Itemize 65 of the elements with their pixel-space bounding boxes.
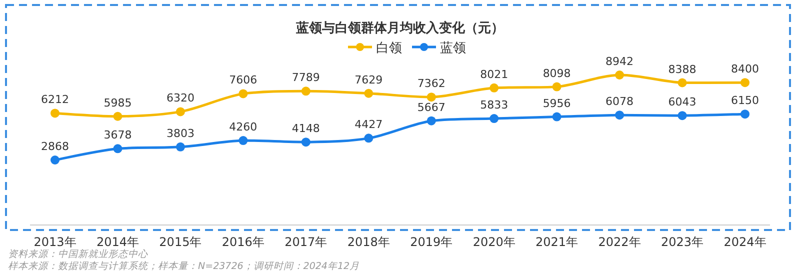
x-tick-label: 2013年 <box>34 235 76 249</box>
point <box>50 156 60 164</box>
data-label: 6150 <box>731 94 759 108</box>
point <box>50 108 60 118</box>
data-label: 4260 <box>229 120 258 134</box>
chart-title: 蓝领与白领群体月均收入变化（元） <box>295 20 504 36</box>
point <box>301 86 310 96</box>
point <box>615 110 624 120</box>
data-label: 8400 <box>731 62 759 76</box>
point <box>301 138 310 147</box>
x-tick-label: 2015年 <box>159 235 202 249</box>
point <box>176 142 185 152</box>
point <box>426 116 436 126</box>
point <box>238 136 248 146</box>
data-label: 8098 <box>542 66 571 80</box>
x-tick-label: 2021年 <box>536 235 578 249</box>
point <box>678 111 687 120</box>
x-tick-label: 2016年 <box>222 235 264 249</box>
data-label: 7629 <box>354 73 383 86</box>
x-tick-label: 2019年 <box>410 235 453 249</box>
point <box>113 144 122 154</box>
text: 资料来源：中国新就业形态中心 <box>8 248 148 260</box>
legend-label: 蓝领 <box>440 41 466 56</box>
point <box>678 78 687 88</box>
x-tick-label: 2020年 <box>472 235 516 249</box>
data-label: 7789 <box>292 71 320 84</box>
point <box>740 78 750 88</box>
data-label: 7606 <box>229 74 258 87</box>
x-tick-label: 2018年 <box>347 235 390 249</box>
data-label: 6320 <box>166 92 194 105</box>
text: 样本来源：数据调查与计算系统；样本量：N=23726；调研时间：2024年12月 <box>8 261 360 272</box>
point <box>238 89 248 98</box>
data-label: 7362 <box>417 77 446 90</box>
data-label: 5956 <box>542 96 571 110</box>
x-tick-label: 2017年 <box>284 235 328 249</box>
point <box>490 114 499 124</box>
point <box>552 82 562 92</box>
x-tick-label: 2014年 <box>96 235 139 249</box>
data-label: 6043 <box>668 96 696 109</box>
data-label: 5985 <box>104 96 132 110</box>
data-label: 8942 <box>606 55 634 68</box>
data-label: 4148 <box>292 122 320 136</box>
point <box>426 92 436 102</box>
x-tick-label: 2023年 <box>661 235 704 249</box>
point <box>552 112 562 122</box>
data-label: 3803 <box>166 126 194 140</box>
x-tick-label: 2024年 <box>724 235 766 249</box>
point <box>113 112 122 121</box>
point <box>740 110 750 119</box>
point <box>615 70 624 80</box>
data-label: 5833 <box>480 98 508 112</box>
legend-label: 白领 <box>376 41 402 56</box>
data-label: 4427 <box>354 118 383 132</box>
data-label: 6212 <box>41 93 69 106</box>
point <box>364 134 374 143</box>
point <box>364 88 374 98</box>
data-label: 8021 <box>480 68 508 81</box>
data-label: 8388 <box>668 62 696 76</box>
x-tick-label: 2022年 <box>598 235 641 249</box>
data-label: 3678 <box>104 128 132 142</box>
data-label: 5667 <box>417 100 446 114</box>
point <box>176 107 185 116</box>
data-label: 6078 <box>606 95 634 108</box>
data-label: 2868 <box>41 140 69 153</box>
point <box>490 83 499 92</box>
